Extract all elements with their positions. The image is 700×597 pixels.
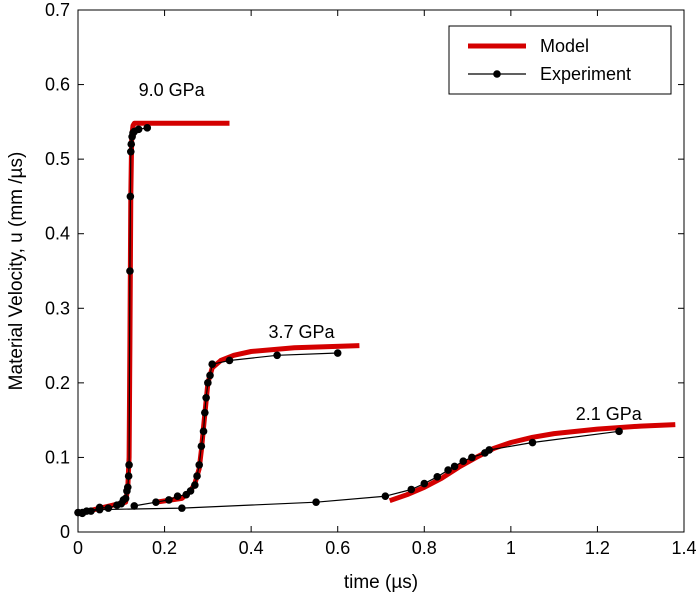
- legend: Model Experiment: [448, 25, 672, 95]
- experiment-point: [152, 498, 160, 506]
- experiment-point: [125, 461, 133, 469]
- experiment-point: [95, 505, 104, 514]
- x-axis-title: time (µs): [344, 572, 418, 593]
- experiment-point: [121, 494, 130, 503]
- experiment-point: [206, 371, 214, 380]
- experiment-point: [204, 379, 212, 387]
- y-tick-label: 0.7: [45, 0, 70, 20]
- series-layer: [74, 120, 676, 518]
- experiment-point: [201, 408, 209, 417]
- experiment-point: [450, 462, 459, 471]
- experiment-point: [433, 473, 442, 481]
- experiment-point: [615, 427, 623, 436]
- y-tick-label: 0.2: [45, 373, 70, 393]
- pressure-label: 3.7 GPa: [268, 322, 335, 342]
- x-tick-label: 0.2: [152, 538, 177, 558]
- y-tick-label: 0: [60, 522, 70, 542]
- experiment-point: [124, 472, 133, 480]
- experiment-point: [104, 504, 113, 512]
- experiment-point: [134, 125, 143, 134]
- axes: 0 0.2 0.4 0.6 0.8 1 1.2 1.4 0 0.1 0.2 0.3 0.4 0.5 0.6 0…: [45, 0, 697, 558]
- experiment-point: [407, 485, 416, 494]
- legend-experiment-label: Experiment: [540, 64, 631, 84]
- experiment-point: [444, 466, 452, 474]
- x-tick-label: 1: [506, 538, 516, 558]
- experiment-point: [273, 351, 281, 360]
- experiment-point: [130, 502, 139, 510]
- experiment-point: [468, 453, 476, 462]
- legend-experiment-marker: [493, 70, 501, 78]
- x-tick-label: 1.2: [585, 538, 610, 558]
- annotations: 9.0 GPa 3.7 GPa 2.1 GPa: [139, 80, 643, 424]
- x-tick-label: 0.4: [239, 538, 264, 558]
- x-tick-label: 0.8: [412, 538, 437, 558]
- experiment-point: [126, 192, 135, 201]
- experiment-point: [127, 147, 135, 156]
- x-tick-label: 1.4: [671, 538, 696, 558]
- experiment-point: [193, 472, 201, 480]
- experiment-point: [195, 461, 203, 469]
- experiment-point: [312, 498, 320, 506]
- y-axis-title: Material Velocity, u (mm /µs): [6, 152, 27, 391]
- experiment-point: [186, 487, 195, 495]
- experiment-point: [208, 360, 216, 369]
- y-tick-label: 0.1: [45, 447, 70, 467]
- experiment-point: [202, 393, 210, 402]
- experiment-point: [143, 124, 152, 132]
- pressure-label: 2.1 GPa: [576, 404, 643, 424]
- experiment-point: [165, 496, 173, 504]
- legend-model-label: Model: [540, 36, 589, 56]
- experiment-point: [178, 504, 186, 512]
- experiment-point: [127, 140, 136, 149]
- plot-area: [77, 9, 685, 533]
- experiment-point: [123, 483, 132, 492]
- x-tick-label: 0: [73, 538, 83, 558]
- experiment-point: [459, 457, 468, 465]
- y-tick-label: 0.3: [45, 298, 70, 318]
- experiment-point: [420, 479, 429, 488]
- experiment-point: [199, 427, 208, 436]
- experiment-point: [381, 492, 390, 501]
- pressure-label: 9.0 GPa: [139, 80, 206, 100]
- y-tick-label: 0.4: [45, 224, 70, 244]
- experiment-point: [126, 267, 134, 275]
- experiment-point: [191, 481, 199, 489]
- experiment-point: [225, 356, 234, 365]
- y-tick-label: 0.6: [45, 75, 70, 95]
- legend-box: [448, 25, 672, 95]
- experiment-point: [528, 438, 537, 447]
- x-tick-label: 0.6: [325, 538, 350, 558]
- experiment-point: [173, 492, 182, 501]
- experiment-point: [78, 508, 87, 517]
- experiment-point: [197, 442, 206, 451]
- experiment-point: [485, 446, 494, 454]
- y-tick-label: 0.5: [45, 149, 70, 169]
- experiment-point: [333, 349, 342, 357]
